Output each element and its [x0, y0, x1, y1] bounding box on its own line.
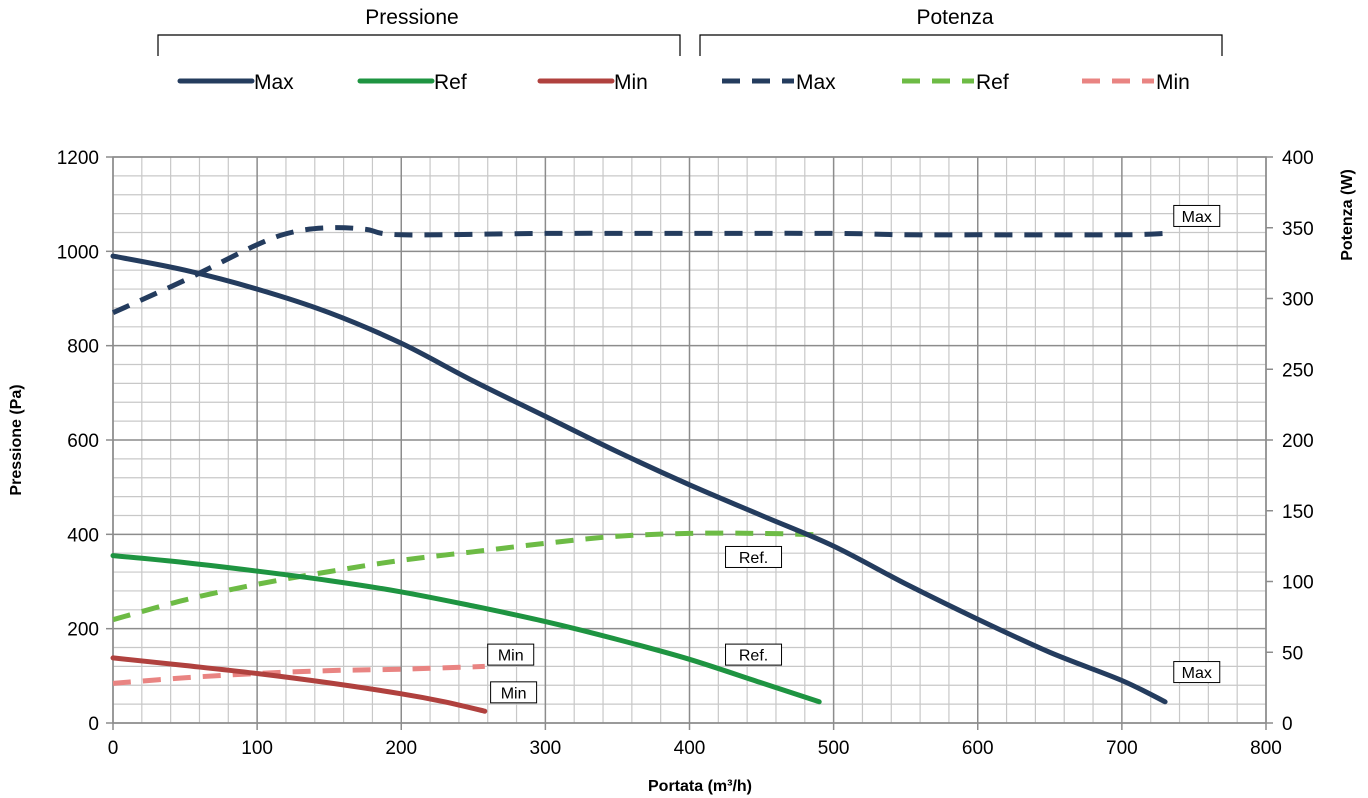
- legend-label: Ref: [434, 71, 467, 94]
- y2-tick-label: 250: [1282, 360, 1314, 381]
- annotation-box: [487, 643, 535, 666]
- y-axis-title: Pressione (Pa): [8, 384, 25, 495]
- x-tick-label: 800: [1250, 738, 1282, 759]
- y-tick-label: 1200: [57, 148, 99, 169]
- y2-tick-label: 350: [1282, 219, 1314, 240]
- legend-label: Min: [1156, 71, 1190, 94]
- series-line-pressione-max: [110, 253, 1168, 705]
- y-tick-label: 400: [67, 525, 99, 546]
- y2-tick-label: 150: [1282, 502, 1314, 523]
- y-tick-label: 800: [67, 337, 99, 358]
- legend-label: Max: [254, 71, 294, 94]
- major-gridlines: [106, 156, 1273, 730]
- series-line-pressione-min: [110, 655, 488, 714]
- legend-group-title: Pressione: [365, 6, 458, 29]
- annotation-label: Ref.: [739, 550, 768, 567]
- x-tick-label: 500: [818, 738, 850, 759]
- annotation-label: Max: [1182, 665, 1212, 682]
- annotation-box: [1173, 204, 1221, 227]
- x-tick-label: 300: [530, 738, 562, 759]
- y2-axis-title: Potenza (W): [1339, 169, 1356, 261]
- y-tick-label: 600: [67, 431, 99, 452]
- annotation-box: [1173, 661, 1221, 684]
- annotation-box: [725, 545, 783, 568]
- legend: Pressione Max Ref Min Potenza Max Ref Min: [157, 6, 1223, 94]
- legend-bracket: [157, 34, 681, 56]
- y2-tick-label: 400: [1282, 148, 1314, 169]
- legend-label: Min: [614, 71, 648, 94]
- x-tick-label: 0: [108, 738, 119, 759]
- legend-group-title: Potenza: [916, 6, 993, 29]
- series-line-potenza-ref: [112, 530, 820, 623]
- y-tick-label: 200: [67, 620, 99, 641]
- y-tick-label: 1000: [57, 242, 99, 263]
- legend-label: Ref: [976, 71, 1009, 94]
- x-tick-label: 100: [241, 738, 273, 759]
- series-line-potenza-min: [112, 663, 485, 686]
- series-layer: [110, 225, 1168, 714]
- legend-label: Max: [796, 71, 836, 94]
- x-tick-label: 700: [1106, 738, 1138, 759]
- x-axis-title: Portata (m³/h): [648, 778, 752, 795]
- y2-tick-label: 300: [1282, 290, 1314, 311]
- tick-labels: 0 100 200 300 400 500 600 700 800020040060080010…: [57, 148, 1314, 759]
- annotation-layer: Max Max Ref. Ref. Min Min: [487, 204, 1221, 704]
- y2-tick-label: 200: [1282, 431, 1314, 452]
- legend-bracket: [699, 34, 1223, 56]
- y2-tick-label: 50: [1282, 643, 1303, 664]
- annotation-label: Min: [498, 648, 524, 665]
- y-tick-label: 0: [88, 714, 99, 735]
- series-line-potenza-max: [111, 225, 1166, 315]
- annotation-box: [490, 681, 538, 704]
- x-tick-label: 400: [674, 738, 706, 759]
- annotation-box: [725, 643, 783, 666]
- series-line-pressione-ref: [110, 553, 822, 705]
- y2-tick-label: 0: [1282, 714, 1293, 735]
- x-tick-label: 200: [385, 738, 417, 759]
- annotation-label: Ref.: [739, 648, 768, 665]
- annotation-label: Min: [501, 685, 527, 702]
- x-tick-label: 600: [962, 738, 994, 759]
- annotation-label: Max: [1182, 209, 1212, 226]
- y2-tick-label: 100: [1282, 573, 1314, 594]
